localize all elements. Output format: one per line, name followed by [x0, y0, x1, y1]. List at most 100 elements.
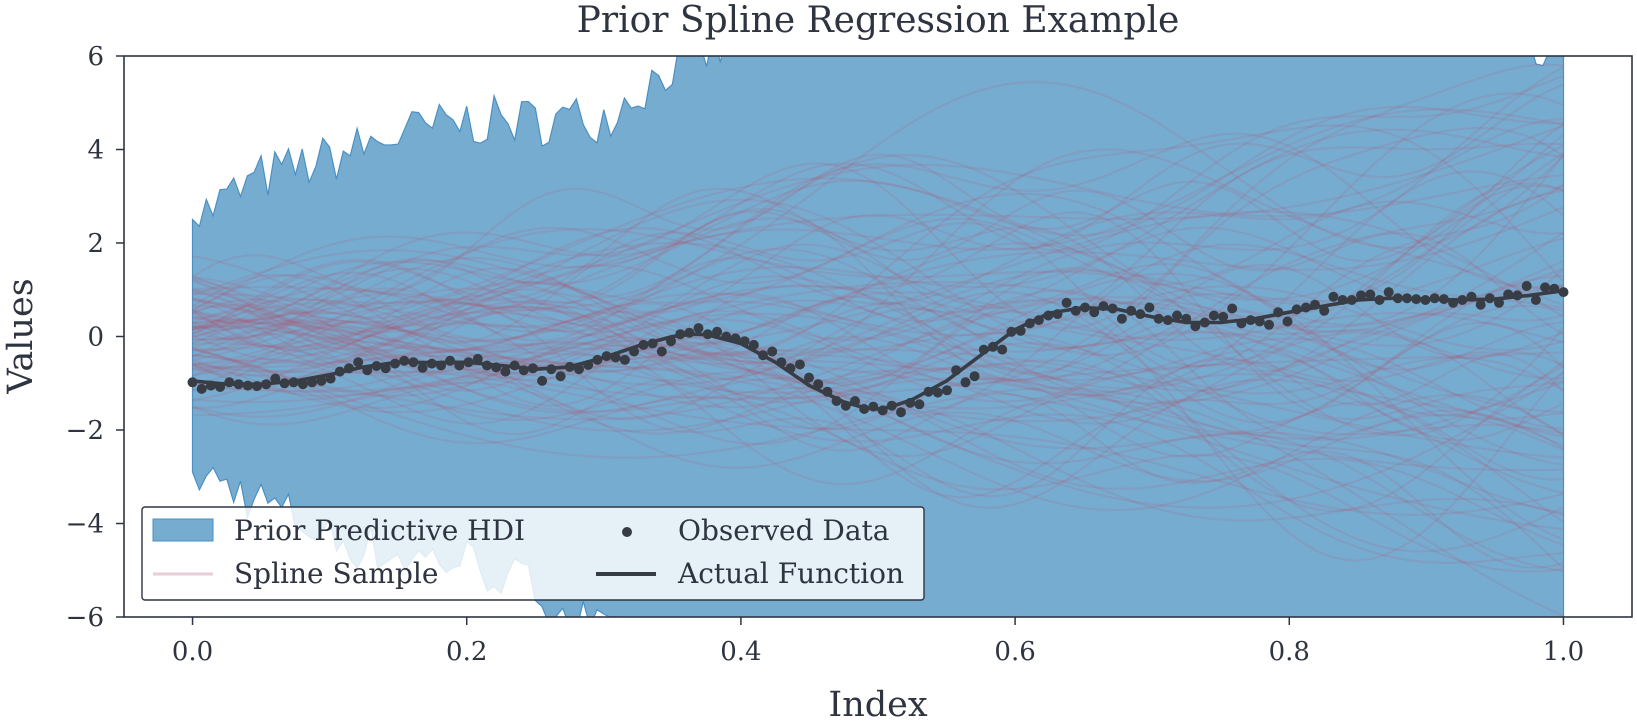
observed-point	[1429, 293, 1440, 304]
spline-sample-line	[192, 280, 1564, 466]
spline-sample-line	[192, 83, 1564, 352]
spline-sample-line	[192, 231, 1565, 382]
observed-point	[1015, 325, 1026, 336]
spline-sample-line	[192, 117, 1564, 319]
x-tick-label: 1.0	[1543, 637, 1584, 667]
observed-point	[1457, 295, 1468, 305]
observed-point	[877, 405, 888, 416]
observed-point	[371, 361, 382, 371]
observed-point	[886, 400, 897, 411]
spline-sample-line	[192, 182, 1564, 458]
observed-point	[500, 366, 511, 377]
spline-sample-line	[192, 200, 1564, 315]
observed-point	[1300, 302, 1311, 313]
observed-point	[1181, 313, 1192, 324]
observed-point	[353, 357, 364, 368]
spline-sample-line	[192, 80, 1565, 310]
spline-sample-line	[192, 226, 1564, 375]
spline-sample-line	[192, 187, 1564, 373]
observed-point	[942, 385, 952, 396]
observed-point	[399, 355, 410, 366]
legend-box	[141, 506, 925, 601]
spline-sample-line	[192, 299, 1564, 553]
spline-sample-line	[191, 266, 1564, 435]
observed-point	[905, 397, 916, 408]
spline-sample-line	[192, 346, 1564, 569]
spline-sample-line	[191, 183, 1565, 368]
spline-sample-line	[192, 124, 1565, 356]
observed-point	[1264, 319, 1274, 330]
y-tick-label: 2	[87, 229, 104, 259]
spline-sample-line	[192, 105, 1564, 311]
observed-point	[1558, 287, 1569, 298]
observed-point	[1356, 290, 1366, 301]
spline-sample-line	[192, 144, 1564, 390]
observed-point	[1144, 302, 1155, 313]
observed-point	[1448, 297, 1459, 308]
legend-observed-label: Observed Data	[678, 514, 890, 547]
observed-point	[1484, 293, 1495, 304]
observed-point	[362, 365, 373, 376]
observed-point	[334, 366, 345, 377]
spline-sample-line	[192, 243, 1564, 371]
observed-point	[233, 379, 244, 390]
observed-point	[1494, 297, 1504, 308]
observed-point	[1098, 301, 1109, 312]
observed-point	[1365, 289, 1376, 300]
observed-point	[555, 371, 566, 382]
observed-point	[196, 383, 207, 394]
observed-point	[546, 364, 557, 375]
spline-sample-line	[192, 274, 1564, 424]
observed-point	[380, 363, 391, 374]
spline-sample-line	[192, 320, 1565, 512]
observed-point	[592, 354, 603, 365]
spline-sample-line	[192, 228, 1565, 365]
spline-sample-line	[192, 206, 1564, 365]
observed-point	[1540, 282, 1551, 293]
observed-point	[472, 353, 483, 364]
spline-sample-line	[192, 310, 1564, 421]
observed-point	[279, 378, 290, 389]
observed-point	[813, 379, 824, 390]
spline-sample-line	[192, 170, 1565, 402]
spline-sample-line	[192, 342, 1564, 441]
observed-point	[417, 362, 428, 373]
spline-sample-line	[192, 331, 1564, 435]
observed-point	[868, 401, 879, 412]
observed-point	[1208, 310, 1219, 321]
observed-point	[1346, 295, 1357, 305]
spline-sample-line	[192, 148, 1564, 373]
observed-point	[712, 326, 723, 337]
observed-point	[1503, 289, 1514, 300]
observed-point	[1549, 283, 1560, 294]
observed-point	[1218, 311, 1229, 322]
observed-point	[859, 404, 870, 414]
spline-sample-line	[192, 310, 1564, 436]
spline-sample-line	[192, 341, 1564, 514]
observed-point	[923, 386, 934, 397]
observed-point	[656, 346, 667, 357]
observed-point	[666, 336, 676, 347]
observed-point	[767, 346, 778, 357]
observed-point	[1392, 293, 1403, 304]
x-tick-label: 0.8	[1269, 637, 1310, 667]
spline-sample-line	[192, 281, 1564, 438]
spline-sample-line	[191, 153, 1564, 294]
observed-point	[1070, 305, 1081, 316]
observed-point	[1172, 310, 1182, 321]
observed-point	[730, 333, 741, 344]
observed-point	[1466, 291, 1477, 302]
observed-point	[1475, 299, 1486, 310]
spline-sample-line	[192, 315, 1564, 472]
observed-point	[583, 360, 594, 370]
plot-area	[187, 56, 1569, 617]
observed-point	[1291, 304, 1302, 315]
observed-point	[850, 396, 860, 406]
spline-sample-line	[192, 92, 1564, 356]
observed-point	[1374, 295, 1385, 305]
observed-point	[224, 377, 235, 388]
spline-sample-line	[192, 354, 1564, 573]
spline-sample-line	[192, 211, 1564, 421]
observed-point	[316, 375, 327, 386]
